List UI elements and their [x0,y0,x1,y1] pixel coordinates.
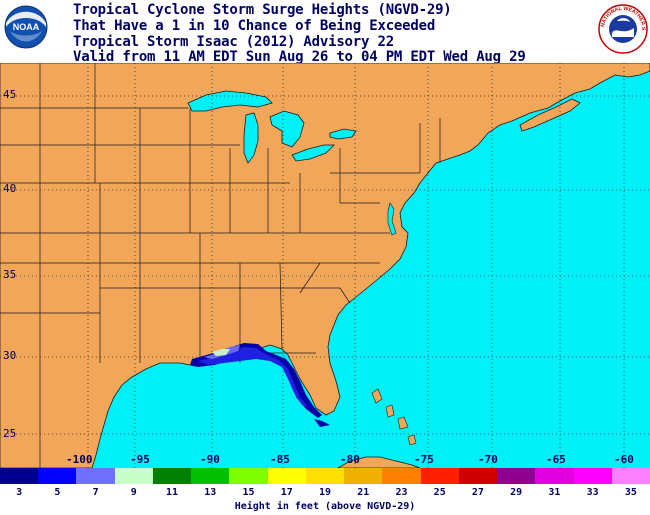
legend-swatch [305,468,345,484]
title-line-1: Tropical Cyclone Storm Surge Heights (NG… [73,2,452,18]
surge-mid [198,347,308,407]
legend-swatch [611,468,650,484]
legend-swatch [114,468,154,484]
surge-pale [212,349,230,356]
legend-swatch [0,468,39,484]
lon-label-neg100: -100 [66,453,93,466]
legend-swatch [76,468,116,484]
state-borders [0,63,441,468]
lon-label-neg90: -90 [200,453,220,466]
lon-label-neg70: -70 [478,453,498,466]
title-line-4: Valid from 11 AM EDT Sun Aug 26 to 04 PM… [73,49,526,65]
lon-label-neg75: -75 [414,453,434,466]
legend-label: 9 [130,487,137,498]
legend-label: 33 [586,487,599,498]
lon-label-neg85: -85 [270,453,290,466]
lat-label-30: 30 [3,349,16,362]
legend-swatch [267,468,307,484]
lake-huron [269,110,305,148]
legend-swatch [573,468,613,484]
lat-label-35: 35 [3,268,16,281]
legend-swatch [38,468,77,484]
legend-swatch [382,468,422,484]
cuba [337,456,421,468]
legend-swatch [152,468,192,484]
legend-swatch [229,468,269,484]
legend-label: 7 [92,487,99,498]
legend-swatch [535,468,575,484]
legend-label: 31 [548,487,561,498]
storm-surge-area [190,343,330,427]
legend-label: 5 [54,487,61,498]
title-line-3: Tropical Storm Isaac (2012) Advisory 22 [73,34,394,50]
nova-scotia [519,98,581,132]
lon-label-neg65: -65 [546,453,566,466]
legend-label: 27 [471,487,484,498]
legend-label: 11 [166,487,179,498]
nws-logo: NATIONAL WEATHER SERVICE [598,4,648,54]
lat-label-40: 40 [3,182,16,195]
bahamas [371,388,417,446]
great-lakes [187,90,357,164]
legend-swatch [344,468,383,484]
legend-label: 25 [433,487,446,498]
legend-label: 19 [318,487,332,498]
legend-caption: Height in feet (above NGVD-29) [234,501,416,512]
legend-label: 15 [242,487,255,498]
header: NOAA Tropical Cyclone Storm Surge Height… [0,0,650,65]
latlon-grid [0,63,650,468]
title-line-2: That Have a 1 in 10 Chance of Being Exce… [73,18,436,34]
legend-label: 23 [395,487,408,498]
legend-label: 29 [510,487,523,498]
legend: 3 5 7 9 11 13 15 17 19 21 23 25 27 29 31 33 35 Height in… [0,468,650,515]
legend-label: 13 [204,487,217,498]
chesapeake-bay [387,202,397,236]
lon-label-neg95: -95 [130,453,150,466]
noaa-logo: NOAA [4,5,48,49]
lat-label-45: 45 [3,88,16,101]
lat-label-25: 25 [3,427,16,440]
legend-label: 21 [357,487,370,498]
surge-fl-keys [314,419,330,427]
noaa-logo-text: NOAA [13,22,40,32]
legend-swatch [458,468,498,484]
legend-swatch [191,468,230,484]
storm-surge-map: 45 40 35 30 25 -100 -95 -90 -85 -80 -75 … [0,63,650,468]
lon-label-neg80: -80 [340,453,360,466]
legend-swatch [420,468,460,484]
legend-swatch [497,468,536,484]
legend-label: 35 [624,487,637,498]
legend-label: 3 [16,487,23,498]
lake-erie [291,144,335,162]
lake-ontario [329,128,357,140]
lake-michigan [243,112,259,164]
us-land [0,63,650,468]
lon-label-neg60: -60 [614,453,634,466]
legend-label: 17 [280,487,293,498]
